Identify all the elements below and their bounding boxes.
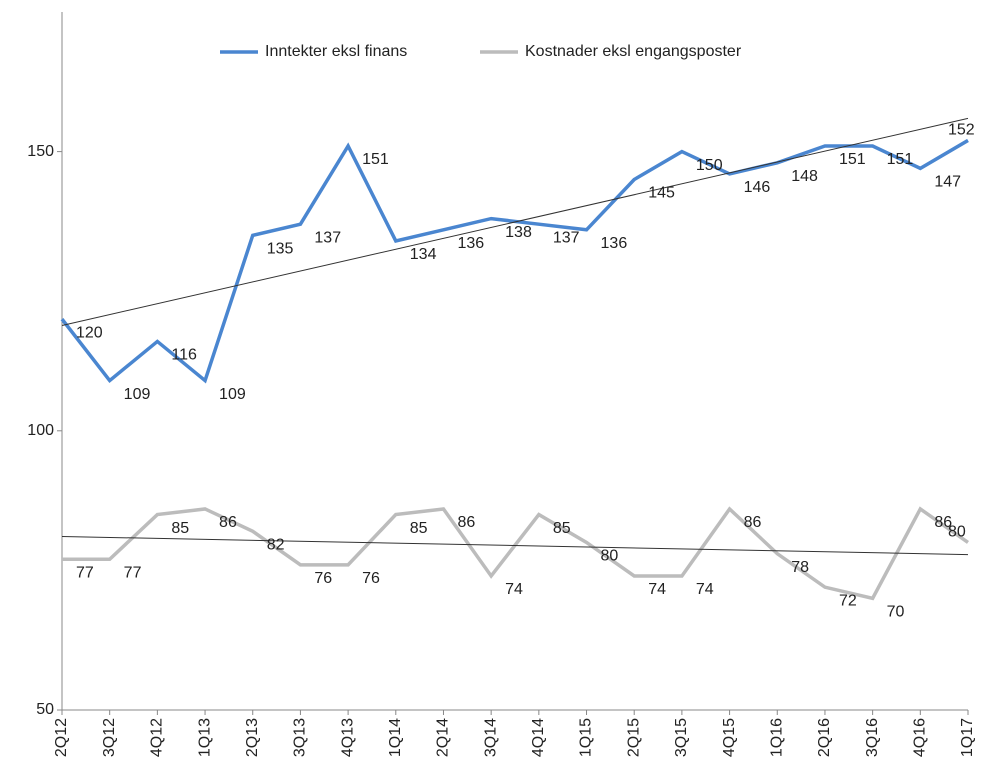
x-tick-label: 2Q12 [53,718,70,757]
series-line [60,138,969,384]
x-tick-label: 3Q16 [864,718,881,757]
data-label: 85 [171,520,189,537]
data-label: 76 [314,570,332,587]
x-tick-label: 2Q16 [816,718,833,757]
data-label: 80 [948,524,966,541]
data-label: 146 [744,179,771,196]
x-tick-label: 1Q14 [387,718,404,757]
data-label: 74 [505,581,523,598]
x-tick-label: 2Q15 [625,718,642,757]
data-label: 109 [219,386,246,403]
data-label: 136 [457,235,484,252]
data-label: 86 [457,514,475,531]
data-label: 137 [314,229,341,246]
x-tick-label: 4Q13 [339,718,356,757]
trendline [61,535,969,556]
data-label: 151 [887,151,914,168]
data-label: 138 [505,224,532,241]
data-label: 72 [839,592,857,609]
x-tick-label: 1Q13 [196,718,213,757]
data-label: 86 [219,514,237,531]
data-label: 74 [648,581,666,598]
data-label: 152 [948,122,975,139]
data-label: 109 [124,386,151,403]
x-tick-label: 1Q17 [959,718,976,757]
x-tick-label: 1Q16 [768,718,785,757]
data-label: 85 [553,520,571,537]
data-label: 136 [601,235,628,252]
data-label: 134 [410,246,437,263]
data-label: 151 [839,151,866,168]
data-label: 86 [934,514,952,531]
data-label: 82 [267,537,285,554]
y-tick-label: 150 [27,143,54,160]
legend-label: Kostnader eksl engangsposter [525,43,742,60]
legend-label: Inntekter eksl finans [265,43,407,60]
x-tick-label: 2Q14 [435,718,452,757]
data-label: 137 [553,229,580,246]
x-tick-label: 4Q14 [530,718,547,757]
data-label: 147 [934,174,961,191]
x-tick-label: 1Q15 [578,718,595,757]
data-label: 135 [267,241,294,258]
data-label: 148 [791,168,818,185]
data-label: 116 [171,347,197,364]
x-tick-label: 3Q14 [482,718,499,757]
data-label: 77 [76,564,94,581]
y-tick-label: 50 [36,701,54,718]
x-tick-label: 4Q15 [721,718,738,757]
trendline [61,117,969,326]
data-label: 151 [362,151,389,168]
x-tick-label: 4Q16 [912,718,929,757]
x-tick-label: 3Q15 [673,718,690,757]
data-label: 76 [362,570,380,587]
data-label: 85 [410,520,428,537]
x-tick-label: 3Q12 [101,718,118,757]
data-label: 70 [887,604,905,621]
x-tick-label: 2Q13 [244,718,261,757]
data-label: 150 [696,157,723,174]
data-label: 145 [648,185,675,202]
data-label: 120 [76,324,103,341]
data-label: 74 [696,581,714,598]
data-label: 78 [791,559,809,576]
data-label: 86 [744,514,762,531]
y-tick-label: 100 [27,422,54,439]
data-label: 80 [601,548,619,565]
x-tick-label: 4Q12 [149,718,166,757]
x-tick-label: 3Q13 [292,718,309,757]
data-label: 77 [124,564,142,581]
